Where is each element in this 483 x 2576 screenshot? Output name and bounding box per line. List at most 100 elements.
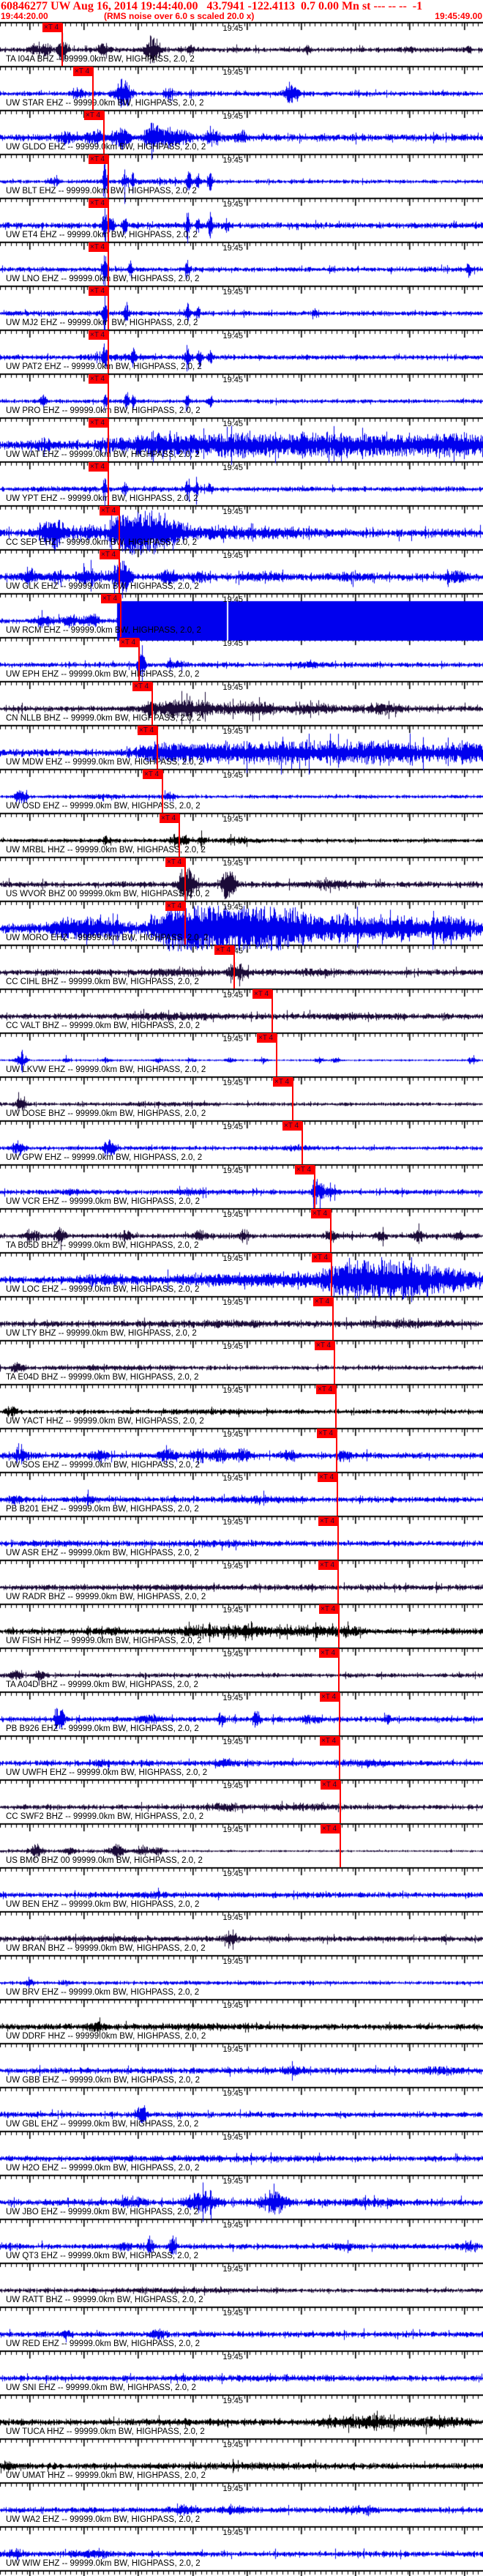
pick-line[interactable] (120, 595, 121, 637)
trace-row-uw-lno-ehz[interactable]: 19:45 UW LNO EHZ -- 99999.0km BW, HIGHPAS… (0, 242, 483, 286)
trace-row-ta-a04d-bhz[interactable]: 19:45 TA A04D BHZ -- 99999.0km BW, HIGHPA… (0, 1648, 483, 1691)
trace-row-uw-wat-ehz[interactable]: 19:45 UW WAT EHZ -- 99999.0km BW, HIGHPAS… (0, 417, 483, 461)
pick-flag[interactable]: ×T 4 (143, 770, 162, 779)
pick-flag[interactable]: ×T 4 (321, 1824, 340, 1834)
pick-flag[interactable]: ×T 4 (89, 155, 108, 164)
trace-row-uw-uwfh-ehz[interactable]: 19:45 UW UWFH EHZ -- 99999.0km BW, HIGHPA… (0, 1735, 483, 1779)
trace-row-uw-ratt-bhz[interactable]: 19:45 UW RATT BHZ -- 99999.0km BW, HIGHPA… (0, 2263, 483, 2307)
trace-row-uw-mdw-ehz[interactable]: 19:45 UW MDW EHZ -- 99999.0km BW, HIGHPAS… (0, 725, 483, 769)
trace-row-uw-ddrf-hhz[interactable]: 19:45 UW DDRF HHZ -- 99999.0km BW, HIGHPA… (0, 1999, 483, 2043)
pick-flag[interactable]: ×T 4 (214, 945, 234, 955)
pick-line[interactable] (233, 946, 235, 989)
pick-line[interactable] (330, 1210, 332, 1252)
pick-flag[interactable]: ×T 4 (313, 1297, 333, 1306)
trace-row-uw-pat2-ehz[interactable]: 19:45 UW PAT2 EHZ -- 99999.0km BW, HIGHPA… (0, 330, 483, 373)
pick-line[interactable] (332, 1298, 334, 1340)
pick-line[interactable] (184, 902, 186, 945)
pick-line[interactable] (338, 1605, 340, 1648)
trace-row-uw-h2o-ehz[interactable]: 19:45 UW H2O EHZ -- 99999.0km BW, HIGHPAS… (0, 2131, 483, 2175)
pick-line[interactable] (336, 1429, 337, 1472)
trace-row-uw-ben-ehz[interactable]: 19:45 UW BEN EHZ -- 99999.0km BW, HIGHPAS… (0, 1867, 483, 1911)
trace-row-uw-sni-ehz[interactable]: 19:45 UW SNI EHZ -- 99999.0km BW, HIGHPAS… (0, 2350, 483, 2394)
trace-row-uw-moro-ehz[interactable]: 19:45 UW MORO EHZ -- 99999.0km BW, HIGHPA… (0, 901, 483, 945)
pick-line[interactable] (334, 1341, 335, 1384)
pick-flag[interactable]: ×T 4 (315, 1341, 334, 1350)
trace-row-us-bmo-bhz-00[interactable]: 19:45 US BMO BHZ 00 99999.0km BW, HIGHPAS… (0, 1823, 483, 1867)
pick-line[interactable] (276, 1034, 277, 1076)
trace-row-uw-gldo-ehz[interactable]: 19:45 UW GLDO EHZ -- 99999.0km BW, HIGHPA… (0, 110, 483, 154)
pick-line[interactable] (162, 770, 163, 813)
pick-flag[interactable]: ×T 4 (321, 1780, 340, 1790)
pick-flag[interactable]: ×T 4 (119, 638, 139, 647)
trace-row-uw-eph-ehz[interactable]: 19:45 UW EPH EHZ -- 99999.0km BW, HIGHPAS… (0, 637, 483, 681)
pick-flag[interactable]: ×T 4 (89, 330, 108, 340)
pick-line[interactable] (340, 1781, 341, 1823)
pick-flag[interactable]: ×T 4 (73, 67, 93, 76)
trace-row-ta-b05d-bhz[interactable]: 19:45 TA B05D BHZ -- 99999.0km BW, HIGHPA… (0, 1208, 483, 1252)
trace-row-pb-b926-ehz[interactable]: 19:45 PB B926 EHZ -- 99999.0km BW, HIGHPA… (0, 1691, 483, 1735)
pick-flag[interactable]: ×T 4 (84, 111, 104, 120)
pick-line[interactable] (61, 23, 63, 66)
pick-line[interactable] (108, 155, 109, 198)
trace-row-uw-star-ehz[interactable]: 19:45 UW STAR EHZ -- 99999.0km BW, HIGHPA… (0, 66, 483, 110)
pick-flag[interactable]: ×T 4 (165, 857, 185, 867)
pick-line[interactable] (151, 682, 153, 725)
trace-row-uw-fish-hhz[interactable]: 19:45 UW FISH HHZ -- 99999.0km BW, HIGHPA… (0, 1604, 483, 1648)
pick-flag[interactable]: ×T 4 (89, 242, 108, 252)
trace-row-uw-gbl-ehz[interactable]: 19:45 UW GBL EHZ -- 99999.0km BW, HIGHPAS… (0, 2087, 483, 2131)
trace-row-uw-mrbl-hhz[interactable]: 19:45 UW MRBL HHZ -- 99999.0km BW, HIGHPA… (0, 813, 483, 857)
trace-row-uw-vcr-ehz[interactable]: 19:45 UW VCR EHZ -- 99999.0km BW, HIGHPAS… (0, 1164, 483, 1208)
trace-row-cc-valt-bhz[interactable]: 19:45 CC VALT BHZ -- 99999.0km BW, HIGHPA… (0, 989, 483, 1032)
pick-line[interactable] (138, 639, 140, 681)
pick-line[interactable] (314, 1166, 315, 1208)
pick-line[interactable] (108, 419, 109, 461)
trace-row-uw-tuca-hhz[interactable]: 19:45 UW TUCA HHZ -- 99999.0km BW, HIGHPA… (0, 2394, 483, 2438)
pick-flag[interactable]: ×T 4 (316, 1385, 336, 1394)
pick-line[interactable] (340, 1825, 341, 1867)
pick-flag[interactable]: ×T 4 (311, 1209, 331, 1218)
pick-line[interactable] (292, 1078, 293, 1120)
pick-flag[interactable]: ×T 4 (100, 550, 119, 559)
trace-row-uw-asr-ehz[interactable]: 19:45 UW ASR EHZ -- 99999.0km BW, HIGHPAS… (0, 1516, 483, 1560)
pick-flag[interactable]: ×T 4 (317, 1429, 337, 1438)
pick-line[interactable] (108, 199, 109, 242)
pick-flag[interactable]: ×T 4 (318, 1473, 337, 1482)
trace-row-pb-b201-ehz[interactable]: 19:45 PB B201 EHZ -- 99999.0km BW, HIGHPA… (0, 1472, 483, 1516)
pick-flag[interactable]: ×T 4 (273, 1077, 293, 1087)
pick-line[interactable] (108, 331, 109, 373)
pick-flag[interactable]: ×T 4 (100, 506, 119, 515)
pick-line[interactable] (337, 1473, 338, 1516)
trace-row-uw-yact-hhz[interactable]: 19:45 UW YACT HHZ -- 99999.0km BW, HIGHPA… (0, 1384, 483, 1428)
pick-line[interactable] (302, 1122, 303, 1164)
pick-flag[interactable]: ×T 4 (89, 462, 108, 472)
pick-line[interactable] (108, 375, 109, 417)
pick-line[interactable] (103, 111, 105, 154)
trace-row-uw-blt-ehz[interactable]: 19:45 UW BLT EHZ -- 99999.0km BW, HIGHPAS… (0, 154, 483, 198)
pick-flag[interactable]: ×T 4 (89, 418, 108, 428)
trace-row-uw-red-ehz[interactable]: 19:45 UW RED EHZ -- 99999.0km BW, HIGHPAS… (0, 2307, 483, 2350)
trace-row-cc-swf2-bhz[interactable]: 19:45 CC SWF2 BHZ -- 99999.0km BW, HIGHPA… (0, 1779, 483, 1823)
trace-row-uw-wa2-ehz[interactable]: 19:45 UW WA2 EHZ -- 99999.0km BW, HIGHPAS… (0, 2482, 483, 2526)
pick-flag[interactable]: ×T 4 (319, 1648, 339, 1658)
pick-flag[interactable]: ×T 4 (319, 1604, 339, 1614)
pick-line[interactable] (108, 287, 109, 330)
pick-line[interactable] (335, 1385, 337, 1428)
pick-line[interactable] (331, 1254, 332, 1296)
pick-line[interactable] (339, 1693, 340, 1735)
pick-flag[interactable]: ×T 4 (138, 726, 157, 735)
trace-row-cn-nllb-bhz[interactable]: 19:45 CN NLLB BHZ -- 99999.0km BW, HIGHPA… (0, 681, 483, 725)
pick-flag[interactable]: ×T 4 (132, 682, 152, 691)
pick-flag[interactable]: ×T 4 (320, 1736, 340, 1746)
pick-flag[interactable]: ×T 4 (160, 814, 179, 823)
pick-line[interactable] (338, 1649, 340, 1691)
pick-flag[interactable]: ×T 4 (42, 23, 62, 32)
trace-row-uw-jbo-ehz[interactable]: 19:45 UW JBO EHZ -- 99999.0km BW, HIGHPAS… (0, 2175, 483, 2219)
trace-row-uw-lty-bhz[interactable]: 19:45 UW LTY BHZ -- 99999.0km BW, HIGHPAS… (0, 1296, 483, 1340)
pick-flag[interactable]: ×T 4 (318, 1516, 338, 1526)
pick-flag[interactable]: ×T 4 (282, 1121, 302, 1131)
trace-row-uw-sos-ehz[interactable]: 19:45 UW SOS EHZ -- 99999.0km BW, HIGHPAS… (0, 1428, 483, 1472)
pick-flag[interactable]: ×T 4 (101, 594, 121, 603)
pick-line[interactable] (272, 990, 273, 1032)
trace-row-uw-brv-ehz[interactable]: 19:45 UW BRV EHZ -- 99999.0km BW, HIGHPAS… (0, 1955, 483, 1999)
